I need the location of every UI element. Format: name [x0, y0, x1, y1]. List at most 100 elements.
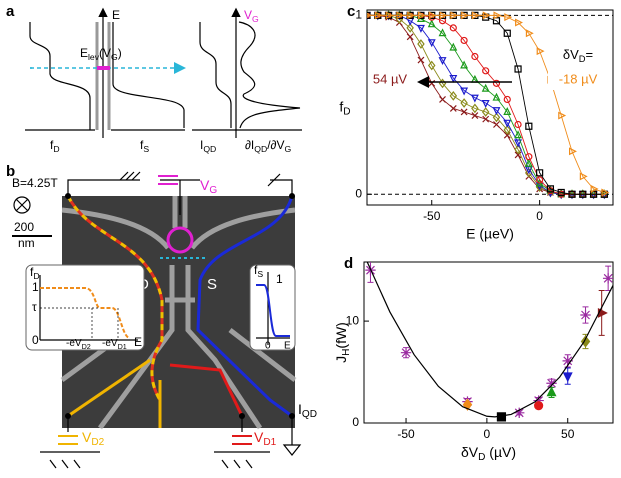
series-line — [367, 14, 605, 195]
panel-letter: c — [347, 3, 355, 20]
marker — [562, 372, 573, 383]
marker — [428, 79, 436, 87]
marker — [482, 67, 490, 75]
marker — [590, 184, 599, 193]
fd-curve — [29, 22, 91, 130]
marker — [601, 188, 610, 197]
label-part: -eV — [66, 338, 82, 349]
iqd-curve — [199, 22, 232, 128]
annotation: -18 µV — [559, 71, 598, 86]
label-part: D — [33, 271, 39, 281]
gate-wiring — [67, 173, 293, 215]
marker — [525, 29, 534, 38]
marker — [504, 13, 513, 22]
marker — [396, 11, 405, 20]
series-line — [367, 14, 605, 195]
inset-s-one: 1 — [276, 272, 283, 286]
field-label: B=4.25T — [12, 176, 58, 190]
label-part: -eV — [102, 338, 118, 349]
marker — [546, 378, 557, 389]
marker — [557, 188, 565, 197]
marker — [460, 36, 468, 44]
label-part: D — [53, 144, 59, 154]
marker — [395, 11, 403, 19]
marker — [367, 12, 372, 18]
series-line — [367, 14, 605, 193]
label-part: f — [254, 263, 258, 277]
marker — [416, 24, 425, 33]
marker — [493, 11, 502, 20]
marker — [568, 190, 576, 198]
marker — [503, 124, 512, 135]
marker — [524, 158, 533, 167]
label-part: D — [478, 452, 485, 463]
inset-s-curve — [256, 284, 290, 337]
d1-source — [232, 435, 252, 445]
drain-edge-dash — [66, 195, 164, 428]
plot-frame — [366, 9, 614, 206]
marker — [558, 111, 567, 120]
source-label: S — [207, 276, 217, 293]
fit-curve — [366, 262, 613, 418]
marker — [503, 107, 512, 115]
label-part: V — [244, 8, 252, 22]
label-part: ) — [118, 46, 122, 60]
marker — [438, 57, 447, 66]
label-part: G — [209, 185, 217, 196]
marker — [460, 60, 469, 69]
d1-edge — [169, 363, 244, 417]
inset-s — [249, 264, 296, 351]
label-part: G — [252, 14, 259, 24]
marker — [589, 190, 598, 198]
marker — [367, 11, 371, 19]
marker — [449, 42, 458, 51]
fs-label: fS — [140, 138, 149, 154]
marker — [514, 65, 522, 73]
marker — [449, 104, 457, 112]
iqd-label: IQD — [200, 138, 216, 154]
marker — [439, 96, 446, 103]
label-part: f — [50, 138, 54, 152]
y-tick-label: 10 — [346, 313, 360, 327]
marker — [385, 11, 394, 20]
marker — [578, 189, 587, 198]
label-part: (µV) — [485, 444, 516, 460]
marker — [546, 185, 555, 194]
label-part: lev — [88, 52, 100, 62]
d2-edge — [67, 358, 162, 428]
label-part: D — [579, 54, 586, 64]
marker — [589, 189, 598, 198]
marker — [460, 108, 468, 116]
fs-curve — [112, 22, 185, 128]
marker — [427, 19, 436, 28]
x-axis-label: δVD (µV) — [461, 444, 516, 463]
marker — [492, 92, 501, 101]
plot-frame — [363, 261, 614, 424]
marker — [569, 147, 577, 156]
d1-wiring — [214, 416, 270, 469]
x-axis-label: E (µeV) — [466, 226, 514, 242]
inset-d-tau: τ — [32, 300, 37, 314]
marker — [546, 386, 557, 397]
label-part: δV — [461, 444, 479, 460]
series-line — [367, 14, 605, 195]
field-symbol — [13, 196, 31, 214]
label-part: D1 — [118, 342, 127, 351]
deriv-label: ∂IQD/∂VG — [245, 138, 291, 154]
fd-label: fD — [50, 138, 60, 154]
label-part: V — [200, 177, 210, 193]
marker — [471, 103, 479, 114]
marker — [417, 39, 425, 49]
marker — [438, 28, 447, 37]
marker — [449, 90, 458, 101]
x-tick-label: 0 — [484, 427, 491, 441]
marker — [438, 11, 447, 19]
d2-wiring — [40, 416, 100, 469]
label-part: QD — [203, 144, 216, 154]
marker — [449, 24, 457, 32]
label-part: D1 — [263, 437, 276, 448]
gate-label: VG — [244, 8, 259, 24]
legend-title: δVD= — [563, 47, 593, 64]
marker — [562, 355, 573, 367]
